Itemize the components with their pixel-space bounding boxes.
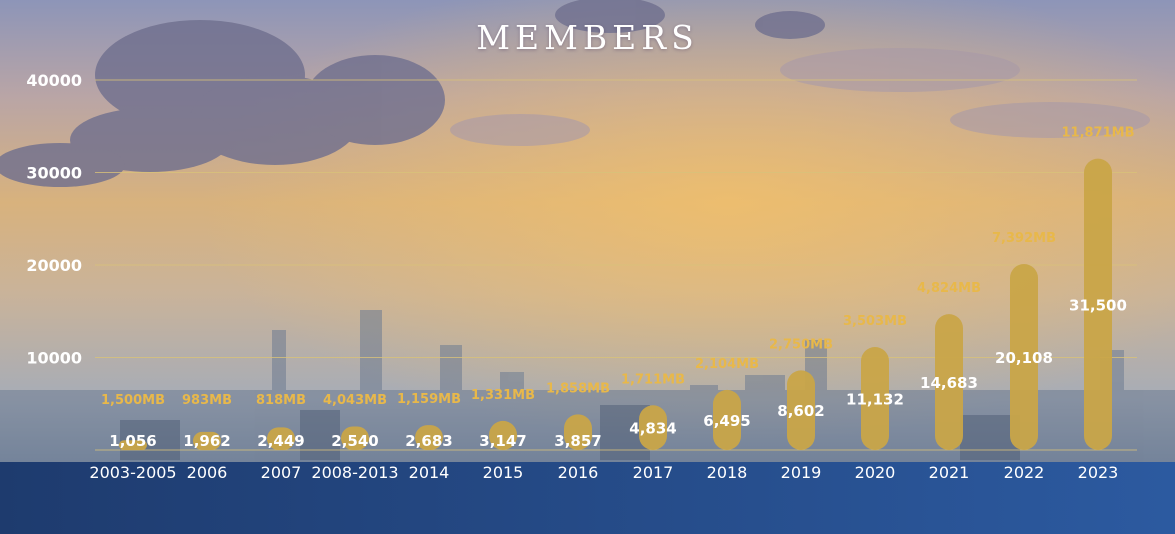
bar [713,389,741,450]
y-tick-label: 40000 [26,71,82,90]
value-label: 3,857 [554,432,601,450]
x-tick-label: 2017 [633,463,674,482]
y-axis: 10000 20000 30000 40000 [26,71,82,368]
bar [861,347,889,450]
mb-label: 4,824MB [917,281,981,296]
x-tick-label: 2008-2013 [311,463,398,482]
data-labels: 1,056 1,500MB 1,962 983MB 2,449 818MB 2,540 4,0… [101,126,1134,450]
x-tick-label: 2022 [1004,463,1045,482]
bar [193,431,221,450]
bars [119,158,1112,450]
mb-label: 818MB [256,393,306,408]
bar [415,425,443,450]
mb-label: 1,711MB [621,372,685,387]
value-label: 1,962 [183,432,230,450]
bar [267,427,295,450]
bar [1084,158,1112,450]
x-tick-label: 2015 [483,463,524,482]
y-tick-label: 30000 [26,164,82,183]
y-tick-label: 10000 [26,349,82,368]
value-label: 3,147 [479,432,526,450]
gridlines [95,79,1137,451]
mb-label: 2,750MB [769,337,833,352]
y-tick-label: 20000 [26,256,82,275]
mb-label: 983MB [182,393,232,408]
value-label: 2,449 [257,432,304,450]
bar [1010,264,1038,450]
mb-label: 11,871MB [1061,126,1134,141]
mb-label: 7,392MB [992,231,1056,246]
bar [564,414,592,450]
mb-label: 4,043MB [323,393,387,408]
mb-label: 1,858MB [546,381,610,396]
value-label: 4,834 [629,420,676,438]
mb-label: 3,503MB [843,314,907,329]
bar [787,370,815,450]
value-label: 31,500 [1069,296,1127,314]
mb-label: 1,331MB [471,388,535,403]
value-label: 2,540 [331,432,378,450]
x-tick-label: 2023 [1078,463,1119,482]
bar [639,405,667,450]
x-tick-label: 2003-2005 [89,463,176,482]
bar [119,440,147,450]
x-tick-label: 2007 [261,463,302,482]
value-label: 2,683 [405,432,452,450]
x-tick-label: 2019 [781,463,822,482]
mb-label: 1,500MB [101,393,165,408]
x-tick-label: 2006 [187,463,228,482]
value-label: 1,056 [109,432,156,450]
value-label: 8,602 [777,402,824,420]
value-label: 11,132 [846,391,904,409]
bar [935,314,963,450]
x-axis: 2003-2005 2006 2007 2008-2013 2014 2015 2016 20… [89,463,1118,482]
value-label: 6,495 [703,412,750,430]
value-label: 20,108 [995,349,1053,367]
chart-title: MEMBERS [476,18,699,57]
x-tick-label: 2018 [707,463,748,482]
bar [341,426,369,450]
value-label: 14,683 [920,374,978,392]
mb-label: 1,159MB [397,392,461,407]
x-tick-label: 2020 [855,463,896,482]
bar [489,420,517,450]
mb-label: 2,104MB [695,357,759,372]
x-tick-label: 2021 [929,463,970,482]
x-tick-label: 2016 [558,463,599,482]
x-tick-label: 2014 [409,463,450,482]
